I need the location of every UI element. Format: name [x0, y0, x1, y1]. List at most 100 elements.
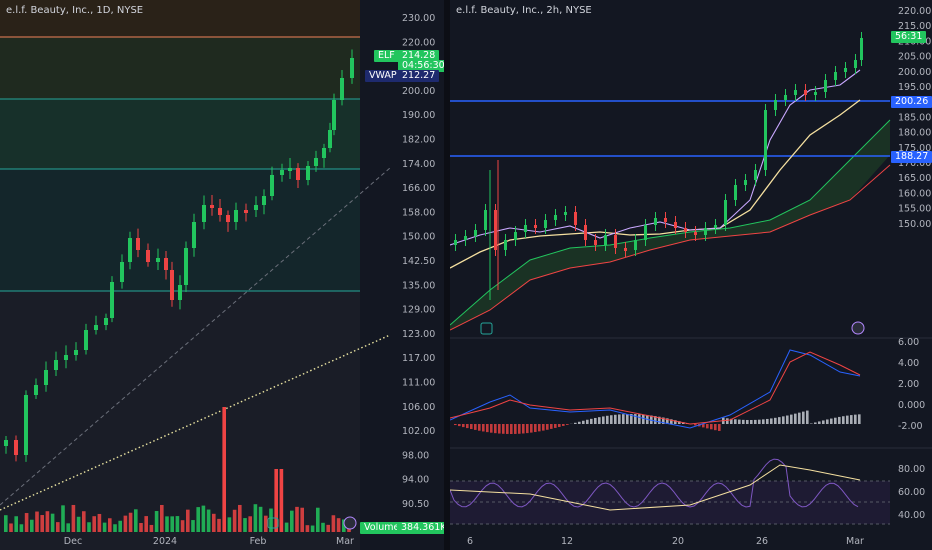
candle-body [454, 240, 457, 245]
macd-histogram-bar [498, 424, 501, 434]
macd-histogram-bar [562, 424, 565, 426]
volume-bar [102, 522, 107, 532]
time-axis-label: 12 [561, 536, 573, 547]
macd-histogram-bar [734, 419, 737, 424]
candle-body [764, 110, 767, 170]
macd-axis-label: 2.00 [898, 379, 919, 390]
candle-body [146, 250, 150, 262]
right-chart-pane[interactable]: 220.00215.00210.00205.00200.00195.00190.… [450, 0, 932, 550]
price-axis-label: 111.00 [402, 378, 435, 389]
macd-histogram-bar [482, 424, 485, 432]
macd-histogram-bar [542, 424, 545, 431]
macd-histogram-bar [478, 424, 481, 431]
volume-label-tag: Volume [360, 522, 404, 534]
macd-histogram-bar [578, 421, 581, 424]
price-axis-label: 215.00 [898, 21, 931, 32]
macd-histogram-bar [746, 419, 749, 424]
candle-body [164, 258, 168, 270]
macd-histogram-bar [830, 418, 833, 424]
volume-bar [191, 520, 195, 532]
macd-histogram-bar [526, 424, 529, 434]
volume-bar [82, 511, 86, 532]
volume-bar [180, 520, 185, 532]
volume-bar [258, 506, 263, 532]
time-axis-label: Mar [336, 536, 354, 547]
macd-histogram-bar [678, 421, 681, 424]
macd-histogram-bar [694, 424, 697, 426]
macd-histogram-bar [826, 419, 829, 424]
macd-histogram-bar [650, 415, 653, 424]
macd-histogram-bar [466, 424, 469, 429]
volume-bar [175, 516, 180, 532]
volume-bar [160, 504, 164, 532]
macd-histogram-bar [842, 416, 845, 424]
macd-histogram-bar [626, 414, 629, 424]
candle-body [494, 210, 497, 250]
candle-body [120, 262, 124, 282]
candle-body [226, 215, 230, 222]
candle-body [654, 218, 657, 225]
rsi-axis-label: 40.00 [898, 510, 925, 521]
macd-histogram-bar [598, 417, 601, 424]
candle-body [314, 158, 318, 166]
candle-body [128, 238, 132, 262]
price-axis-label: 175.00 [898, 143, 931, 154]
candle-body [136, 238, 140, 250]
candle-body [664, 218, 667, 222]
macd-histogram-bar [546, 424, 549, 430]
volume-bar [227, 517, 232, 532]
volume-bar [196, 507, 200, 532]
candle-body [84, 330, 88, 350]
macd-histogram-bar [754, 419, 757, 424]
candle-body [614, 235, 617, 248]
cloud-green-line [450, 119, 891, 326]
price-axis-label: 174.00 [402, 159, 435, 170]
price-axis-label: 220.00 [898, 6, 931, 17]
candle-body [234, 210, 238, 222]
volume-bar [149, 524, 154, 532]
volume-bar [279, 469, 284, 532]
candle-body [74, 350, 78, 355]
volume-bar [253, 504, 258, 532]
macd-histogram-bar [622, 414, 625, 424]
volume-bar [326, 524, 330, 532]
volume-bar [310, 525, 315, 532]
zone-4 [0, 291, 360, 550]
price-axis-label: 129.00 [402, 305, 435, 316]
macd-histogram-bar [514, 424, 517, 434]
volume-bar [24, 513, 29, 532]
candle-body [634, 240, 637, 250]
left-chart-canvas[interactable]: 230.00220.00210.00200.00190.00182.00174.… [0, 0, 444, 550]
rsi-ma [450, 464, 861, 511]
volume-bar [305, 525, 310, 532]
rsi-axis-label: 60.00 [898, 487, 925, 498]
macd-histogram-bar [750, 419, 753, 424]
candle-body [744, 180, 747, 185]
left-chart-pane[interactable]: 230.00220.00210.00200.00190.00182.00174.… [0, 0, 444, 550]
volume-bar [14, 516, 18, 532]
signal-line [450, 351, 861, 425]
price-axis-label: 205.00 [898, 52, 931, 63]
cloud-red-line [450, 164, 891, 331]
macd-histogram-bar [594, 417, 597, 424]
candle-body [288, 168, 292, 171]
macd-histogram-bar [494, 424, 497, 434]
volume-bar [92, 516, 96, 532]
macd-histogram-bar [798, 412, 801, 424]
dividend-icon [343, 516, 357, 530]
price-axis-label: 150.00 [402, 232, 435, 243]
pane-divider[interactable] [444, 0, 450, 550]
candle-body [178, 285, 182, 300]
candle-body [504, 240, 507, 250]
macd-histogram-bar [582, 420, 585, 424]
macd-histogram-bar [666, 418, 669, 424]
macd-histogram-bar [510, 424, 513, 434]
right-chart-canvas[interactable]: 220.00215.00210.00205.00200.00195.00190.… [450, 0, 932, 550]
volume-bar [316, 507, 320, 532]
candle-body [54, 360, 58, 370]
volume-bar [206, 509, 211, 532]
macd-histogram-bar [490, 424, 493, 433]
macd-histogram-bar [538, 424, 541, 432]
macd-histogram-bar [530, 424, 533, 433]
price-axis-label: 158.00 [402, 207, 435, 218]
